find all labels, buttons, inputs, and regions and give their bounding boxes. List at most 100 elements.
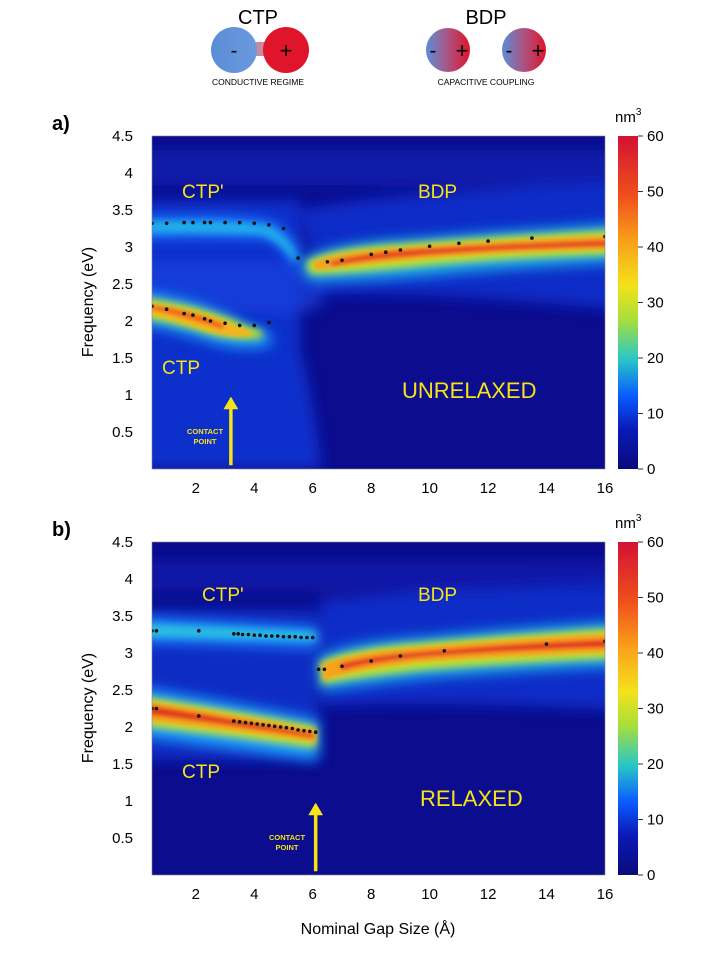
y-tick-label: 2 — [125, 313, 133, 330]
x-tick-label: 8 — [367, 480, 375, 497]
data-point — [457, 241, 461, 246]
colorbar-ticks: 0 10 20 30 40 50 60 — [638, 534, 664, 884]
colorbar-tick-label: 10 — [647, 812, 664, 829]
y-tick-label: 4 — [125, 165, 133, 182]
data-point — [223, 321, 227, 326]
data-point — [258, 633, 262, 637]
data-point — [264, 634, 268, 638]
data-point — [154, 706, 159, 711]
panel-label: a) — [52, 113, 70, 135]
x-tick-label: 14 — [538, 480, 555, 497]
contact-label-line1: CONTACT — [269, 833, 306, 842]
data-point — [603, 234, 605, 239]
data-point — [275, 634, 280, 638]
colorbar-tick-label: 60 — [647, 128, 664, 145]
colorbar-gradient — [618, 542, 638, 875]
data-point — [287, 634, 292, 639]
data-point — [322, 667, 327, 672]
data-point — [252, 221, 257, 226]
colorbar-tick-label: 10 — [647, 406, 664, 423]
x-ticks: 2 4 6 8 10 12 14 16 — [192, 886, 614, 903]
y-tick-label: 0.5 — [112, 830, 133, 847]
data-point — [296, 256, 300, 260]
colorbar-tick-label: 40 — [647, 645, 664, 662]
ctp-caption: CONDUCTIVE REGIME — [212, 77, 304, 87]
data-point — [232, 719, 236, 723]
colorbar: nm3 0 10 20 30 40 50 60 — [615, 107, 664, 478]
y-tick-label: 1.5 — [112, 756, 133, 773]
data-point — [384, 250, 388, 254]
data-markers — [152, 220, 605, 328]
data-point — [278, 725, 283, 729]
bdp-left-sphere — [426, 28, 470, 72]
data-point — [232, 632, 236, 636]
ctp-plus-sign: + — [280, 38, 293, 63]
data-point — [530, 236, 534, 240]
contact-label-line2: POINT — [276, 843, 299, 852]
bdp-right-minus: - — [506, 40, 513, 62]
data-point — [267, 223, 271, 227]
ctp-negative-sphere — [211, 27, 257, 73]
colorbar-tick-label: 20 — [647, 350, 664, 367]
ctp-prime-label: CTP' — [202, 585, 244, 606]
data-point — [272, 724, 277, 729]
y-tick-label: 4.5 — [112, 128, 133, 145]
data-point — [281, 226, 286, 231]
data-point — [340, 664, 344, 669]
data-point — [603, 639, 605, 643]
bdp-label: BDP — [418, 585, 457, 606]
colorbar-tick-label: 0 — [647, 867, 655, 884]
ctp-title: CTP — [238, 7, 278, 29]
x-tick-label: 12 — [480, 480, 497, 497]
data-point — [427, 244, 432, 249]
data-point — [442, 649, 447, 653]
ctp-minus-sign: - — [231, 40, 238, 62]
contact-point-annotation: CONTACT POINT — [269, 802, 324, 872]
colorbar-tick-label: 20 — [647, 756, 664, 773]
data-point — [296, 728, 300, 732]
x-tick-label: 16 — [597, 886, 614, 903]
bdp-caption: CAPACITIVE COUPLING — [438, 77, 535, 87]
bdp-right-sphere — [502, 28, 546, 72]
bdp-left-minus: - — [430, 40, 437, 62]
data-point — [152, 304, 154, 308]
colorbar: nm3 0 10 20 30 40 50 60 — [615, 513, 664, 884]
bdp-schematic: BDP - + - + CAPACITIVE COUPLING — [426, 7, 546, 87]
ctp-schematic: CTP - + CONDUCTIVE REGIME — [211, 7, 309, 87]
data-point — [237, 720, 242, 724]
data-point — [152, 221, 154, 226]
x-tick-label: 12 — [480, 886, 497, 903]
y-tick-label: 2 — [125, 719, 133, 736]
data-point — [236, 632, 240, 636]
panel-a: a) — [52, 107, 664, 497]
colorbar-tick-label: 40 — [647, 239, 664, 256]
data-point — [316, 667, 321, 672]
data-point — [191, 313, 195, 317]
data-point — [544, 642, 549, 646]
x-tick-label: 16 — [597, 480, 614, 497]
data-point — [270, 634, 274, 638]
x-tick-label: 14 — [538, 886, 555, 903]
colorbar-tick-label: 50 — [647, 184, 664, 201]
data-point — [164, 221, 169, 226]
data-point — [299, 635, 303, 640]
contact-point-annotation: CONTACT POINT — [187, 396, 239, 466]
data-markers — [152, 629, 605, 734]
data-point — [240, 632, 245, 637]
data-point — [252, 323, 257, 328]
data-point — [252, 633, 257, 637]
x-tick-label: 8 — [367, 886, 375, 903]
data-point — [369, 659, 374, 663]
data-point — [305, 635, 309, 640]
colorbar-unit: nm3 — [615, 513, 642, 532]
data-point — [182, 220, 186, 225]
contact-arrow — [308, 802, 324, 872]
y-tick-label: 3.5 — [112, 608, 133, 625]
data-point — [261, 723, 265, 727]
y-ticks: 0.5 1 1.5 2 2.5 3 3.5 4 4.5 — [112, 128, 133, 441]
y-tick-label: 2.5 — [112, 276, 133, 293]
data-point — [208, 319, 213, 323]
data-point — [302, 728, 306, 733]
state-label: UNRELAXED — [402, 378, 536, 403]
